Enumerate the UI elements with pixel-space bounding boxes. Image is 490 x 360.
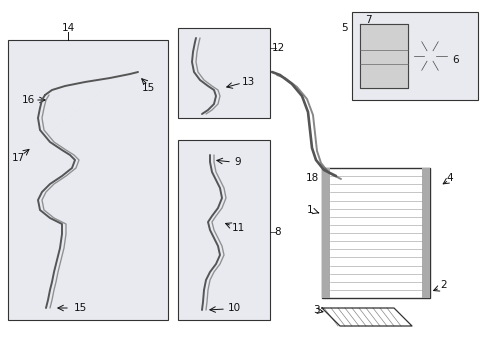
Text: 1: 1 bbox=[307, 205, 313, 215]
Text: 4: 4 bbox=[447, 173, 453, 183]
Text: 8: 8 bbox=[275, 227, 281, 237]
Text: 13: 13 bbox=[242, 77, 255, 87]
Text: 16: 16 bbox=[22, 95, 35, 105]
Bar bbox=[422, 168, 430, 298]
Bar bbox=[322, 168, 330, 298]
Bar bbox=[352, 12, 478, 100]
Polygon shape bbox=[360, 24, 408, 88]
Text: 6: 6 bbox=[453, 55, 459, 65]
Bar bbox=[178, 140, 270, 320]
Bar bbox=[8, 40, 168, 320]
Text: 3: 3 bbox=[313, 305, 319, 315]
Text: 2: 2 bbox=[441, 280, 447, 290]
Text: 10: 10 bbox=[227, 303, 241, 313]
Text: 14: 14 bbox=[61, 23, 74, 33]
Text: 12: 12 bbox=[271, 43, 285, 53]
Bar bbox=[178, 28, 270, 118]
Text: 11: 11 bbox=[231, 223, 245, 233]
Bar bbox=[322, 168, 430, 298]
Text: 15: 15 bbox=[74, 303, 87, 313]
Text: 18: 18 bbox=[305, 173, 318, 183]
Text: 9: 9 bbox=[235, 157, 241, 167]
Text: 15: 15 bbox=[142, 83, 155, 93]
Text: 5: 5 bbox=[341, 23, 347, 33]
Text: 17: 17 bbox=[11, 153, 24, 163]
Text: 7: 7 bbox=[365, 15, 371, 25]
